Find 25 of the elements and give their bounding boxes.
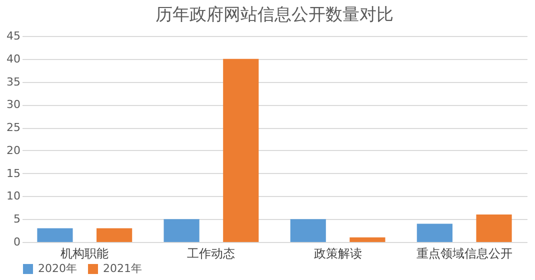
y-tick-label: 40 xyxy=(6,52,20,66)
y-tick-label: 20 xyxy=(6,144,20,157)
x-tick-label: 机构职能 xyxy=(60,246,109,260)
bar xyxy=(96,228,132,242)
y-tick-label: 25 xyxy=(6,121,20,134)
bar xyxy=(416,224,452,242)
legend-label: 2020年 xyxy=(38,262,77,275)
legend-label: 2021年 xyxy=(103,262,142,275)
y-tick-label: 30 xyxy=(6,98,20,112)
bar xyxy=(223,58,259,242)
y-tick-label: 0 xyxy=(14,236,20,248)
x-tick-label: 政策解读 xyxy=(314,246,362,260)
y-tick-label: 15 xyxy=(6,166,20,180)
y-tick-label: 45 xyxy=(6,30,20,42)
bar xyxy=(37,228,73,242)
bar xyxy=(290,219,326,242)
bar xyxy=(476,214,512,242)
y-tick-label: 5 xyxy=(14,212,20,226)
bar xyxy=(350,237,386,242)
y-tick-label: 35 xyxy=(6,75,20,88)
bar xyxy=(164,219,200,242)
x-tick-label: 重点领域信息公开 xyxy=(416,246,512,260)
y-tick-label: 10 xyxy=(6,190,20,203)
chart-title: 历年政府网站信息公开数量对比 xyxy=(156,5,394,25)
x-tick-label: 工作动态 xyxy=(187,246,236,260)
